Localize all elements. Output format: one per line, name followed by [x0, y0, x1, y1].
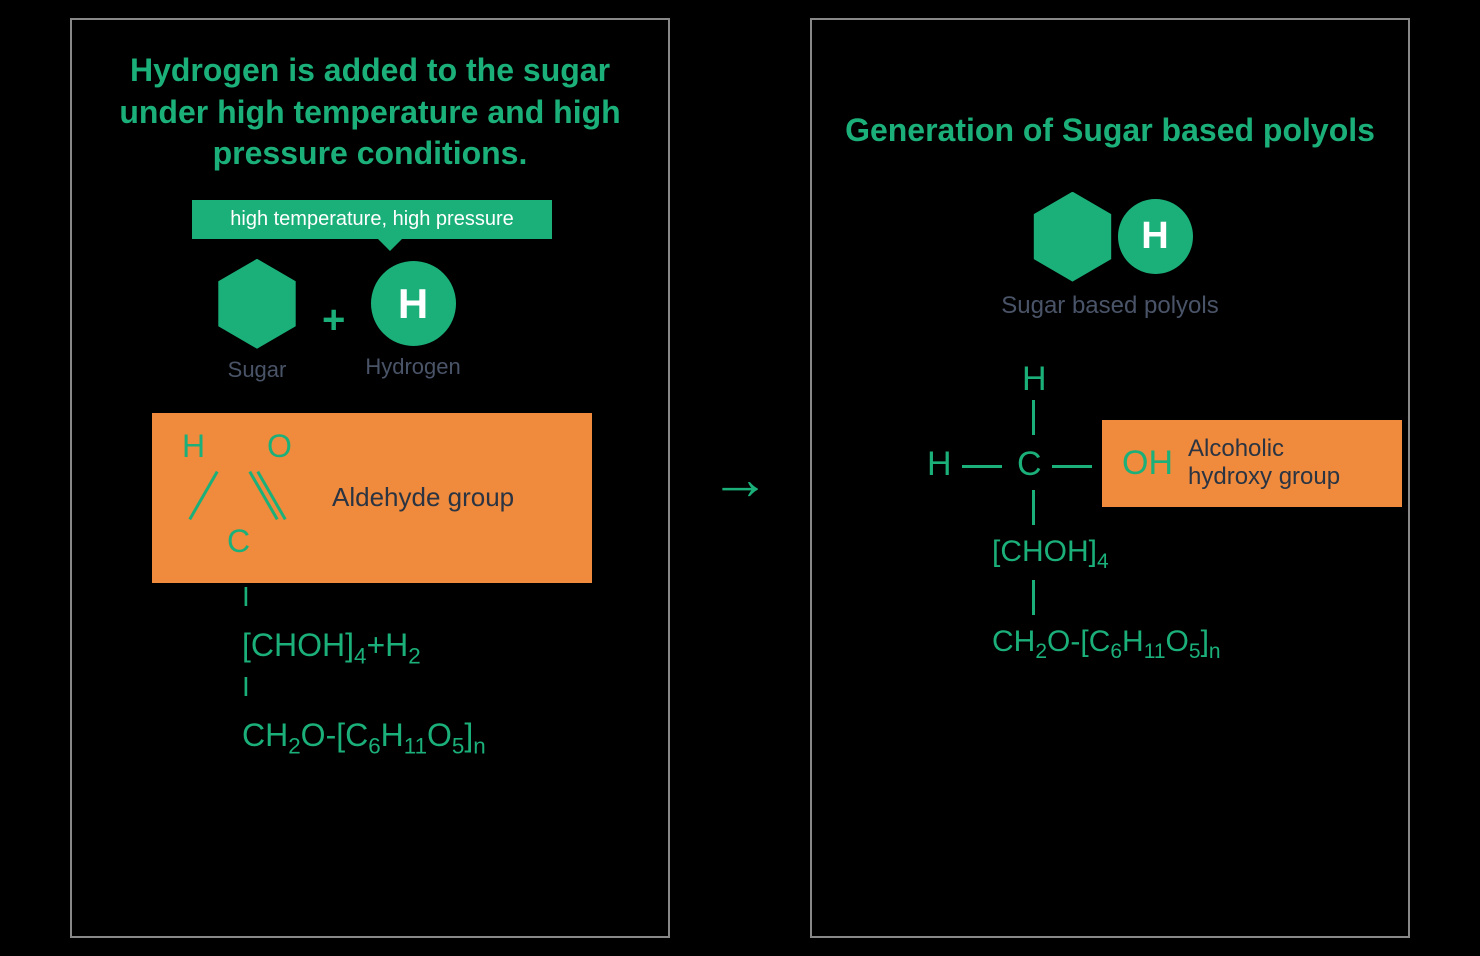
atom-h-left: H — [927, 445, 952, 484]
left-panel: Hydrogen is added to the sugar under hig… — [70, 18, 670, 938]
formula-line-1: [CHOH]4+H2 — [242, 621, 638, 673]
aldehyde-label: Aldehyde group — [332, 482, 514, 513]
conditions-label: high temperature, high pressure — [192, 200, 552, 239]
aldehyde-structure: H O C — [172, 428, 312, 568]
bond-top — [1032, 400, 1035, 435]
hydrogen-circle-icon: H — [371, 261, 456, 346]
reactants-row: Sugar + H Hydrogen — [212, 259, 638, 383]
bond-hc — [188, 471, 218, 520]
left-formula-2: CH2O-[C6H11O5]n — [242, 711, 638, 763]
bond-down-2 — [1032, 580, 1035, 615]
bond-right — [1052, 465, 1092, 468]
formula-choh: [CHOH]4 — [992, 535, 1109, 574]
hexagon-icon — [212, 259, 302, 349]
atom-h-top: H — [1022, 360, 1047, 399]
hydroxy-label: Alcoholic hydroxy group — [1188, 435, 1340, 493]
sugar-label: Sugar — [212, 357, 302, 383]
atom-o: O — [267, 428, 292, 465]
right-structure: H H C OH Alcoholic hydroxy group [CHOH]4… — [842, 360, 1378, 810]
hydrogen-circle-icon: H — [1118, 199, 1193, 274]
atom-c: C — [1017, 445, 1042, 484]
hexagon-icon — [1028, 192, 1118, 282]
hydrogen-label: Hydrogen — [365, 354, 460, 380]
polyol-label: Sugar based polyols — [842, 292, 1378, 320]
hydroxy-group-box: OH Alcoholic hydroxy group — [1102, 420, 1402, 508]
formula-final: CH2O-[C6H11O5]n — [992, 625, 1221, 664]
atom-oh: OH — [1122, 444, 1173, 483]
right-title: Generation of Sugar based polyols — [842, 110, 1378, 152]
left-formula: [CHOH]4+H2 — [242, 621, 638, 673]
bond-left — [962, 465, 1002, 468]
formula-line-2: CH2O-[C6H11O5]n — [242, 711, 638, 763]
atom-h: H — [182, 428, 205, 465]
bond-down-1 — [1032, 490, 1035, 525]
arrow-icon: → — [710, 444, 770, 513]
sugar-molecule: Sugar — [212, 259, 302, 383]
polyol-molecule: H — [842, 192, 1378, 282]
bond-vertical-2: I — [242, 673, 638, 701]
hydrogen-molecule: H Hydrogen — [365, 261, 460, 380]
right-panel: Generation of Sugar based polyols H Suga… — [810, 18, 1410, 938]
atom-c: C — [227, 523, 250, 560]
bond-vertical-1: I — [242, 583, 638, 611]
plus-icon: + — [322, 298, 345, 343]
left-title: Hydrogen is added to the sugar under hig… — [102, 50, 638, 175]
aldehyde-group-box: H O C Aldehyde group — [152, 413, 592, 583]
